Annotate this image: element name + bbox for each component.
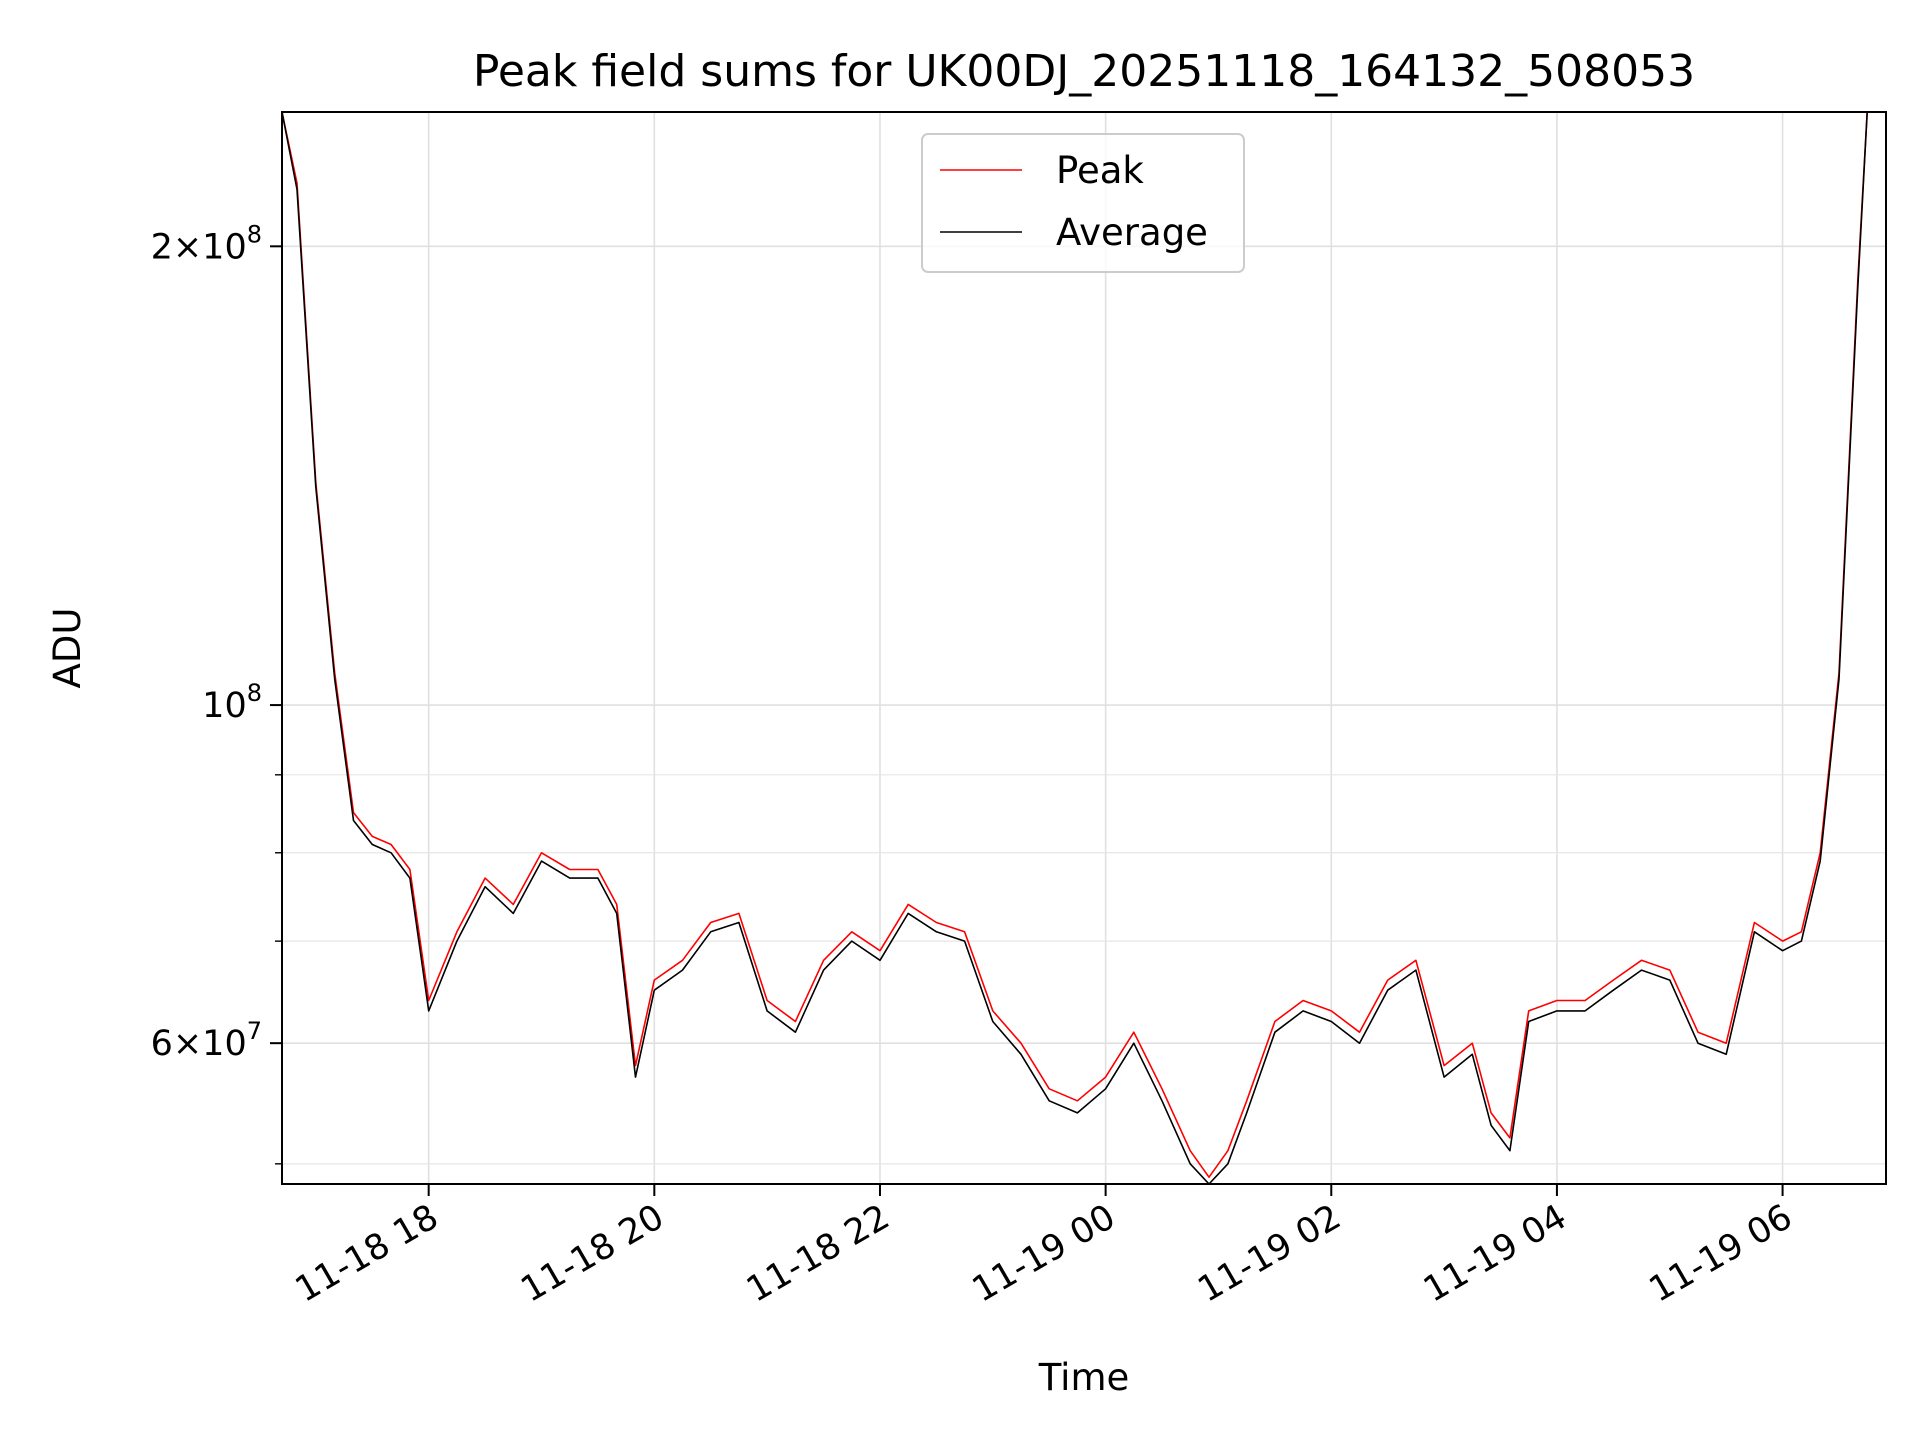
y-axis-label: ADU (46, 608, 89, 689)
y-tick-label: 108 (202, 679, 262, 726)
y-axis: 2×108 108 6×107 (151, 220, 282, 1165)
series-average-line (282, 112, 1868, 1184)
grid (282, 112, 1886, 1184)
legend-average-label: Average (1056, 211, 1208, 254)
x-axis-label: Time (1038, 1356, 1130, 1399)
series-peak-line (282, 112, 1868, 1178)
legend-box (921, 133, 1245, 273)
y-tick-label: 2×108 (151, 220, 262, 267)
chart-title: Peak field sums for UK00DJ_20251118_1641… (473, 46, 1695, 97)
legend-peak-label: Peak (1056, 149, 1144, 192)
series-layer (282, 112, 1868, 1184)
y-tick-label: 6×107 (151, 1017, 262, 1064)
plot-frame (281, 111, 1887, 1185)
legend: Peak Average (921, 133, 1245, 273)
